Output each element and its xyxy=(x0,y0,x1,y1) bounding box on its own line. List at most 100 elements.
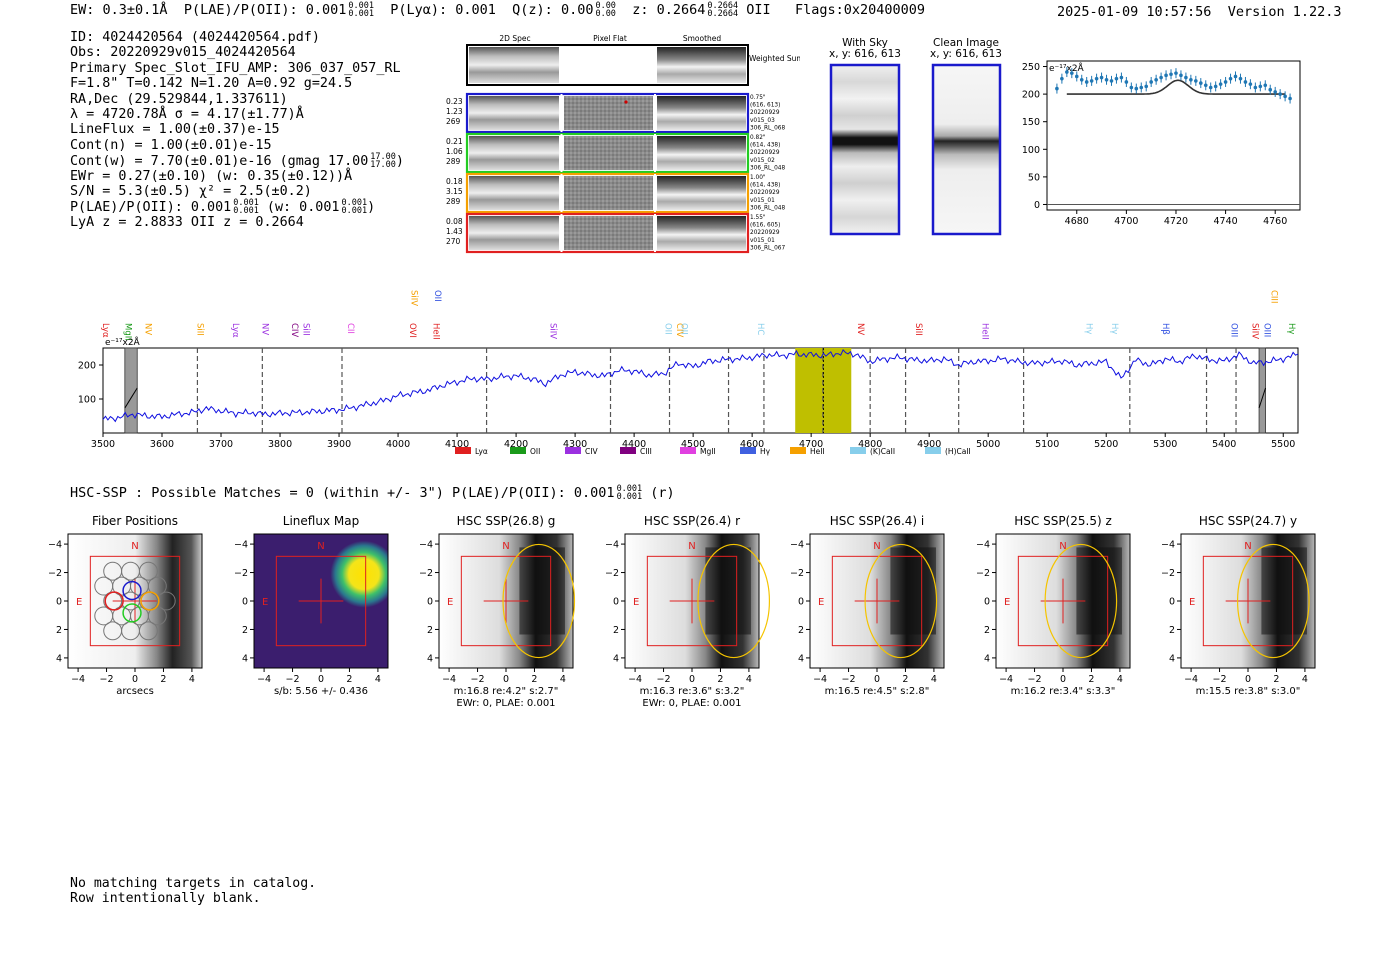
line-fit-point xyxy=(1184,75,1188,80)
flags-value: Flags:0x20400009 xyxy=(795,2,926,18)
line-fit-ytick-label: 150 xyxy=(1022,117,1040,128)
spec-row-left-label: 3.15 xyxy=(446,187,463,196)
cutout-caption: m:15.5 re:3.8" s:3.0" xyxy=(1196,686,1301,697)
spectrum-xtick-label: 5400 xyxy=(1212,439,1236,450)
spec-row-left-label: 0.23 xyxy=(446,97,463,106)
cutout-ytick-label: 0 xyxy=(798,597,804,608)
spec-row-right-label: 20220929 xyxy=(750,110,780,116)
id-line: ID: 4024420564 (4024420564.pdf) xyxy=(70,30,320,45)
line-fit-point xyxy=(1278,92,1282,96)
cutout-ytick-label: −4 xyxy=(48,540,62,551)
spectrum-xtick-label: 5200 xyxy=(1094,439,1118,450)
line-fit-point xyxy=(1213,84,1218,89)
line-label: OIII xyxy=(1228,323,1238,337)
cutout-ytick-label: −2 xyxy=(1161,568,1175,579)
spec-row-right-label: 306_RL_048 xyxy=(750,165,785,171)
weighted-sum-smoothed xyxy=(657,47,746,83)
aperture-box xyxy=(275,555,367,647)
plae-value: P(LAE)/P(OII): 0.001 xyxy=(183,2,347,18)
cutout-ytick-label: 0 xyxy=(427,597,433,608)
spectrum-xtick-label: 3700 xyxy=(209,439,233,450)
line-fit-point xyxy=(1218,82,1223,86)
cutout-ytick-label: 4 xyxy=(1169,653,1175,664)
version: Version 1.22.3 xyxy=(1227,4,1342,20)
legend-label: CIV xyxy=(585,447,598,456)
ew-value: EW: 0.3±0.1Å xyxy=(70,2,168,18)
weighted-sum-2dspec xyxy=(469,47,559,83)
legend-swatch xyxy=(740,447,756,454)
spectrum-xtick-label: 5000 xyxy=(976,439,1000,450)
galaxy-core xyxy=(890,547,936,635)
legend-label: MgII xyxy=(700,447,716,456)
qz-value: Q(z): 0.00 xyxy=(512,2,594,18)
plya-value: P(Lyα): 0.001 xyxy=(390,2,496,18)
spec-row-2dspec xyxy=(469,136,559,170)
line-fit-point xyxy=(1134,86,1139,91)
line-label: NV xyxy=(259,323,269,335)
cutout-title: HSC SSP(26.8) g xyxy=(457,514,556,528)
qz-lower: 0.00 xyxy=(595,9,616,19)
cutout-caption-2: EWr: 0, PLAE: 0.001 xyxy=(456,698,555,709)
spec-row-left-label: 1.06 xyxy=(446,147,463,156)
clean-image-coords: x, y: 616, 613 xyxy=(930,48,1002,60)
legend-swatch xyxy=(850,447,866,454)
full-spectrum-chart: Lyα MgII NV SiII Lyα NV CIV SiII CII OVISiIVHeIIO… xyxy=(78,290,1299,456)
compass-north: N xyxy=(131,541,138,552)
cutout-xtick-label: −4 xyxy=(257,674,271,685)
spec-row-left-label: 0.21 xyxy=(446,137,463,146)
line-label: OVI xyxy=(407,323,417,338)
line-label: NV xyxy=(142,323,152,335)
line-fit-point xyxy=(1283,94,1287,99)
line-fit-point xyxy=(1194,79,1198,83)
line-label: Hγ xyxy=(1286,323,1296,334)
cutout-ytick-label: −4 xyxy=(605,540,619,551)
line-fit-point xyxy=(1174,71,1178,75)
lyaz-line: LyA z = 2.8833 OII z = 0.2664 xyxy=(70,214,304,230)
spectrum-frame xyxy=(102,347,1299,434)
clean-image xyxy=(931,63,1002,236)
spec-row-left-label: 0.08 xyxy=(446,217,463,226)
line-label: SiII xyxy=(913,323,923,336)
lambda-line: λ = 4720.78Å σ = 4.17(±1.77)Å xyxy=(70,106,304,122)
cutout-xtick-label: −2 xyxy=(100,674,114,685)
spectrum-xtick-label: 4400 xyxy=(622,439,646,450)
compass-east: E xyxy=(1189,597,1195,608)
galaxy-core xyxy=(1076,547,1122,635)
line-fit-xtick-label: 4700 xyxy=(1114,216,1138,227)
cutout-title: Fiber Positions xyxy=(92,514,178,528)
line-fit-point xyxy=(1109,79,1114,83)
line-fit-xtick-label: 4760 xyxy=(1263,216,1287,227)
legend-label: OII xyxy=(530,447,540,456)
header-line: EW: 0.3±0.1Å P(LAE)/P(OII): 0.001 0.001 0.… xyxy=(70,2,926,19)
emission-line-labels: Lyα MgII NV SiII Lyα NV CIV SiII CII OVISiIVHeIIO… xyxy=(100,290,1296,341)
compass-north: N xyxy=(873,541,880,552)
line-fit-point xyxy=(1074,74,1079,79)
cutout-xtick-label: 4 xyxy=(560,674,566,685)
spec-row-right-label: v015_01 xyxy=(750,238,775,244)
pixel-flat-defect xyxy=(624,100,628,104)
line-fit-point xyxy=(1070,71,1074,75)
spec-row-right-label: 1.00" xyxy=(750,175,766,181)
cutout-xtick-label: −4 xyxy=(999,674,1013,685)
compass-east: E xyxy=(76,597,82,608)
cutout-xtick-label: 2 xyxy=(531,674,537,685)
source-ellipse xyxy=(1236,543,1310,659)
spectrum-xtick-label: 4700 xyxy=(799,439,823,450)
cutout-ytick-label: 2 xyxy=(242,625,248,636)
fiber-primary xyxy=(122,580,142,601)
footer: No matching targets in catalog. Row inte… xyxy=(70,876,316,906)
cutout-xtick-label: −2 xyxy=(286,674,300,685)
spectrum-legend: Lyα OII CIV CIII MgII Hγ HeII (K)CaII (H)CaII xyxy=(455,447,971,456)
cutout-xtick-label: 0 xyxy=(689,674,695,685)
line-fit-point xyxy=(1263,83,1268,88)
spectrum-xtick-label: 3900 xyxy=(327,439,351,450)
col-header-2dspec: 2D Spec xyxy=(499,34,530,43)
masked-band xyxy=(124,347,138,434)
line-fit-point xyxy=(1288,96,1292,101)
cutout-ytick-label: −4 xyxy=(419,540,433,551)
with-sky-panel: With Sky x, y: 616, 613 xyxy=(826,38,904,60)
contw-close: ) xyxy=(395,154,404,170)
cutout-xtick-label: 0 xyxy=(132,674,138,685)
spec-row-2dspec xyxy=(469,216,559,250)
